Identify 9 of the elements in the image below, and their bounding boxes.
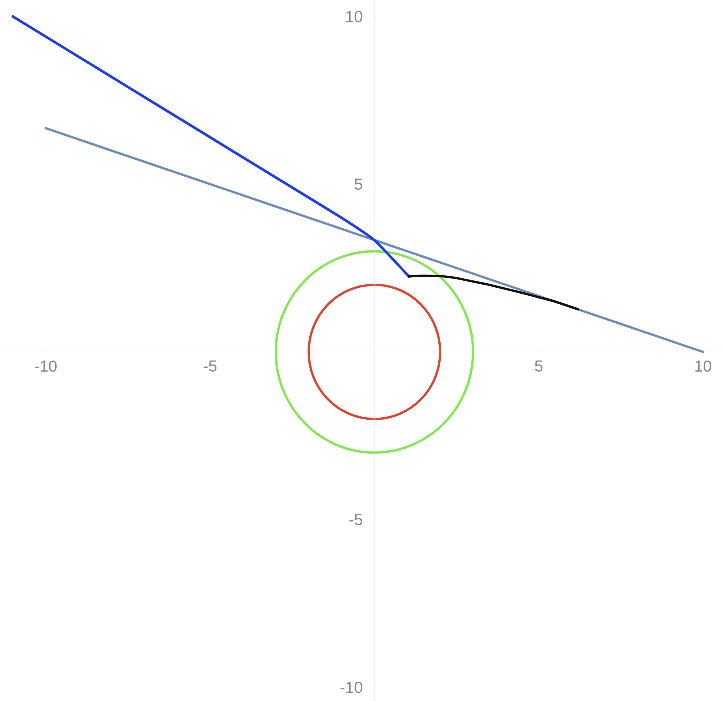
x-tick-label: -10 bbox=[35, 360, 57, 372]
y-tick-label: -10 bbox=[340, 682, 362, 694]
x-tick-label: -5 bbox=[204, 360, 217, 372]
x-tick-label: 10 bbox=[696, 360, 712, 372]
y-tick-label: -5 bbox=[350, 514, 362, 526]
x-tick-label: 5 bbox=[535, 360, 543, 372]
y-tick-label: 10 bbox=[346, 11, 362, 22]
y-tick-label: 5 bbox=[354, 178, 362, 190]
line-series bbox=[408, 274, 580, 311]
